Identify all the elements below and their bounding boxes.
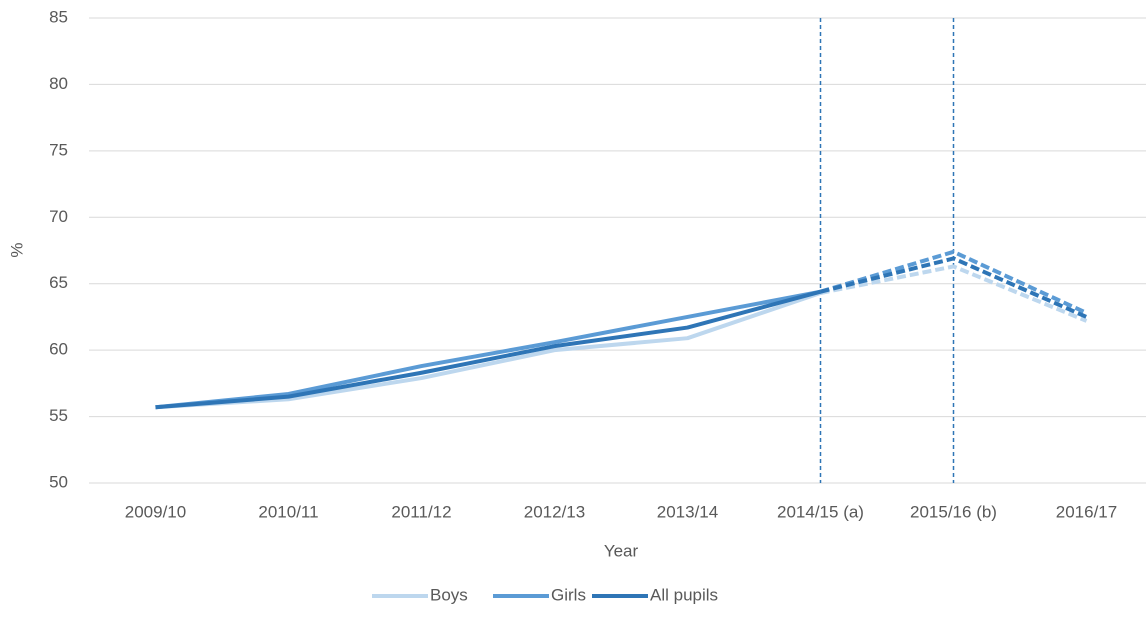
y-tick-label: 60 bbox=[49, 340, 68, 359]
y-tick-label: 85 bbox=[49, 7, 68, 26]
y-tick-label: 55 bbox=[49, 406, 68, 425]
y-tick-label: 80 bbox=[49, 74, 68, 93]
y-tick-label: 70 bbox=[49, 207, 68, 226]
x-tick-label: 2009/10 bbox=[125, 502, 186, 521]
x-tick-label: 2011/12 bbox=[391, 502, 451, 521]
series-line bbox=[155, 289, 821, 410]
series-line bbox=[155, 291, 822, 410]
series-line bbox=[820, 264, 1088, 323]
y-tick-label: 65 bbox=[49, 273, 68, 292]
x-tick-label: 2012/13 bbox=[524, 502, 585, 521]
y-tick-label: 75 bbox=[49, 140, 68, 159]
x-tick-label: 2014/15 (a) bbox=[777, 502, 864, 521]
series-line bbox=[820, 256, 1088, 319]
x-tick-label: 2015/16 (b) bbox=[910, 502, 997, 521]
x-tick-label: 2016/17 bbox=[1056, 502, 1117, 521]
legend-label: Girls bbox=[551, 585, 586, 604]
x-tick-label: 2013/14 bbox=[657, 502, 718, 521]
x-tick-label: 2010/11 bbox=[258, 502, 318, 521]
x-axis-label: Year bbox=[604, 541, 639, 560]
y-tick-label: 50 bbox=[49, 472, 68, 491]
series-line bbox=[155, 289, 822, 410]
legend-label: Boys bbox=[430, 585, 468, 604]
series-line bbox=[819, 249, 1088, 315]
legend-label: All pupils bbox=[650, 585, 718, 604]
y-axis-label: % bbox=[7, 242, 26, 257]
